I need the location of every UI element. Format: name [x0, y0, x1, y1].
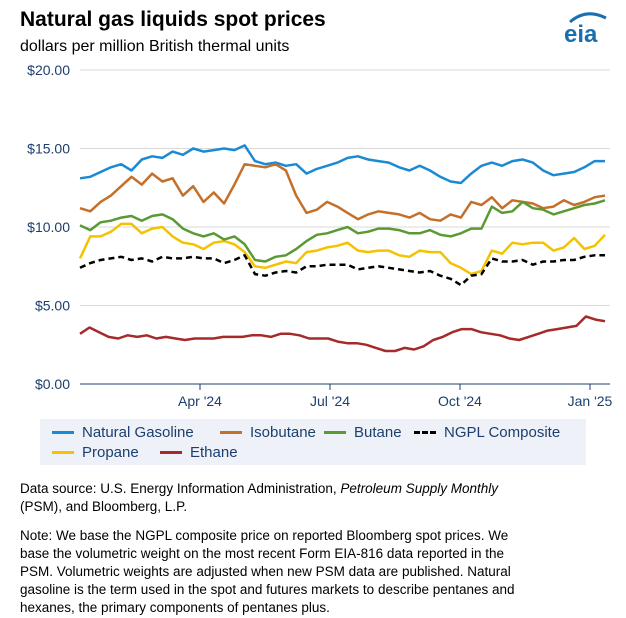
source-text: Data source: U.S. Energy Information Adm…: [20, 481, 341, 496]
legend-item-ngpl-composite: NGPL Composite: [414, 424, 560, 441]
y-tick-label: $20.00: [27, 62, 70, 78]
x-axis: Apr '24 Jul '24 Oct '24 Jan '25: [178, 384, 613, 409]
legend-label: Natural Gasoline: [82, 424, 194, 441]
y-tick-label: $10.00: [27, 219, 70, 235]
source-publication: Petroleum Supply Monthly: [340, 481, 498, 496]
legend-item-ethane: Ethane: [160, 444, 238, 461]
legend-swatch-icon: [160, 450, 182, 454]
series-lines: [78, 144, 606, 353]
chart-note: Note: We base the NGPL composite price o…: [20, 527, 610, 617]
y-tick-label: $5.00: [35, 298, 70, 314]
y-axis-labels: $0.00 $5.00 $10.00 $15.00 $20.00: [27, 62, 70, 392]
legend-swatch-icon: [414, 430, 436, 434]
legend-item-isobutane: Isobutane: [220, 424, 316, 441]
line-chart: $0.00 $5.00 $10.00 $15.00 $20.00 Apr '24 Jul …: [27, 62, 613, 409]
eia-logo-text: eia: [564, 21, 598, 48]
gridlines: [80, 69, 610, 385]
chart-legend: Natural Gasoline Isobutane Butane NGPL C…: [40, 419, 586, 465]
x-tick-label: Oct '24: [438, 393, 482, 409]
note-line: hexanes, the primary components of penta…: [20, 600, 330, 615]
eia-logo-arc-icon: [569, 12, 607, 24]
note-line: Note: We base the NGPL composite price o…: [20, 528, 509, 543]
data-source: Data source: U.S. Energy Information Adm…: [20, 480, 610, 516]
legend-item-natural-gasoline: Natural Gasoline: [52, 424, 194, 441]
chart-title: Natural gas liquids spot prices: [20, 8, 326, 31]
series-line-propane: [78, 222, 606, 276]
legend-label: Butane: [354, 424, 402, 441]
note-line: base the volumetric weight on the most r…: [20, 546, 505, 561]
legend-label: Ethane: [190, 444, 238, 461]
note-line: gasoline is the term used in the spot an…: [20, 582, 515, 597]
legend-label: Propane: [82, 444, 139, 461]
y-tick-label: $15.00: [27, 141, 70, 157]
legend-swatch-icon: [324, 430, 346, 434]
note-line: PSM. Volumetric weights are adjusted whe…: [20, 564, 511, 579]
chart-subtitle: dollars per million British thermal unit…: [20, 38, 290, 55]
legend-swatch-icon: [220, 430, 242, 434]
legend-label: NGPL Composite: [444, 424, 561, 441]
legend-item-propane: Propane: [52, 444, 139, 461]
series-line-isobutane: [79, 162, 606, 222]
legend-swatch-icon: [52, 430, 74, 434]
legend-swatch-icon: [52, 450, 74, 454]
series-line-ethane: [79, 315, 606, 353]
series-line-natural-gasoline: [79, 144, 605, 185]
y-tick-label: $0.00: [35, 376, 70, 392]
x-tick-label: Apr '24: [178, 393, 222, 409]
series-line-butane: [79, 199, 606, 263]
eia-logo: eia: [564, 12, 607, 48]
source-text-2: (PSM), and Bloomberg, L.P.: [20, 499, 188, 514]
x-tick-label: Jul '24: [310, 393, 350, 409]
x-tick-label: Jan '25: [568, 393, 613, 409]
legend-item-butane: Butane: [324, 424, 402, 441]
legend-label: Isobutane: [250, 424, 316, 441]
series-line-ngpl-composite: [79, 254, 605, 287]
